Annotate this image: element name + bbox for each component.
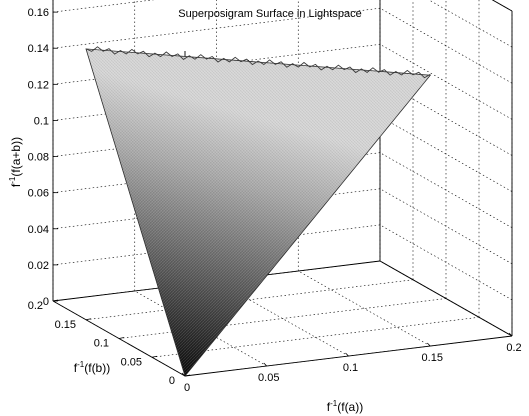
floor-grid-line [118,298,447,339]
floor-grid-line [134,290,267,367]
y-tick [52,299,59,302]
floor-grid-line [151,316,480,358]
side-wall-grid-line [379,7,513,84]
z-tick-label: 0.14 [28,43,49,55]
tick-layer: 00.020.040.060.080.10.120.140.160.1800.0… [28,7,522,394]
surface-mesh [86,48,431,377]
floor-grid-line [298,270,431,347]
side-wall-grid-line [428,0,513,48]
z-tick-label: 0.06 [28,188,49,200]
x-tick-label: 0.2 [506,342,521,354]
y-axis-label: f-1(f(b)) [74,360,110,375]
surface-layer [85,46,432,377]
y-tick [118,337,125,339]
surface-top-edge [85,46,431,79]
x-tick [345,352,349,357]
y-tick-label: 0.1 [94,338,109,350]
z-tick-label: 0.02 [28,260,49,272]
x-axis-label: f-1(f(a)) [327,399,363,414]
z-axis-label: f-1(f(a+b)) [8,137,23,187]
floor-grid-line [85,279,414,321]
y-tick-label: 0.05 [121,356,142,368]
x-tick-label: 0.05 [258,372,279,384]
floor-grid-line [216,280,349,357]
x-tick-label: 0.1 [343,362,358,374]
x-tick [426,342,431,347]
side-wall-grid-line [379,80,513,156]
back-wall-grid-line [52,7,381,49]
x-tick [508,332,513,337]
z-tick-label: 0.12 [28,79,49,91]
z-tick-label: 0 [43,296,49,308]
y-tick-label: 0.15 [55,319,76,331]
side-wall-grid-line [379,44,513,120]
side-wall-grid-line [379,152,513,228]
y-tick [184,374,191,377]
y-tick-label: 0.2 [28,300,43,312]
chart-title: Superposigram Surface in Lightspace [178,8,361,20]
x-tick [181,372,186,377]
x-tick [263,362,268,367]
side-wall-grid-line [379,224,513,301]
y-tick-label: 0 [169,375,175,387]
z-tick-label: 0.16 [28,7,49,19]
box-edge [379,260,513,337]
y-tick [151,355,158,358]
side-wall-grid-line [379,188,513,265]
x-tick-label: 0 [184,382,190,394]
z-tick-label: 0.1 [34,115,49,127]
y-tick [85,318,92,321]
z-tick-label: 0.08 [28,152,49,164]
z-tick-label: 0.04 [28,224,49,236]
side-wall-grid-line [379,116,513,192]
x-tick-label: 0.15 [422,352,443,364]
